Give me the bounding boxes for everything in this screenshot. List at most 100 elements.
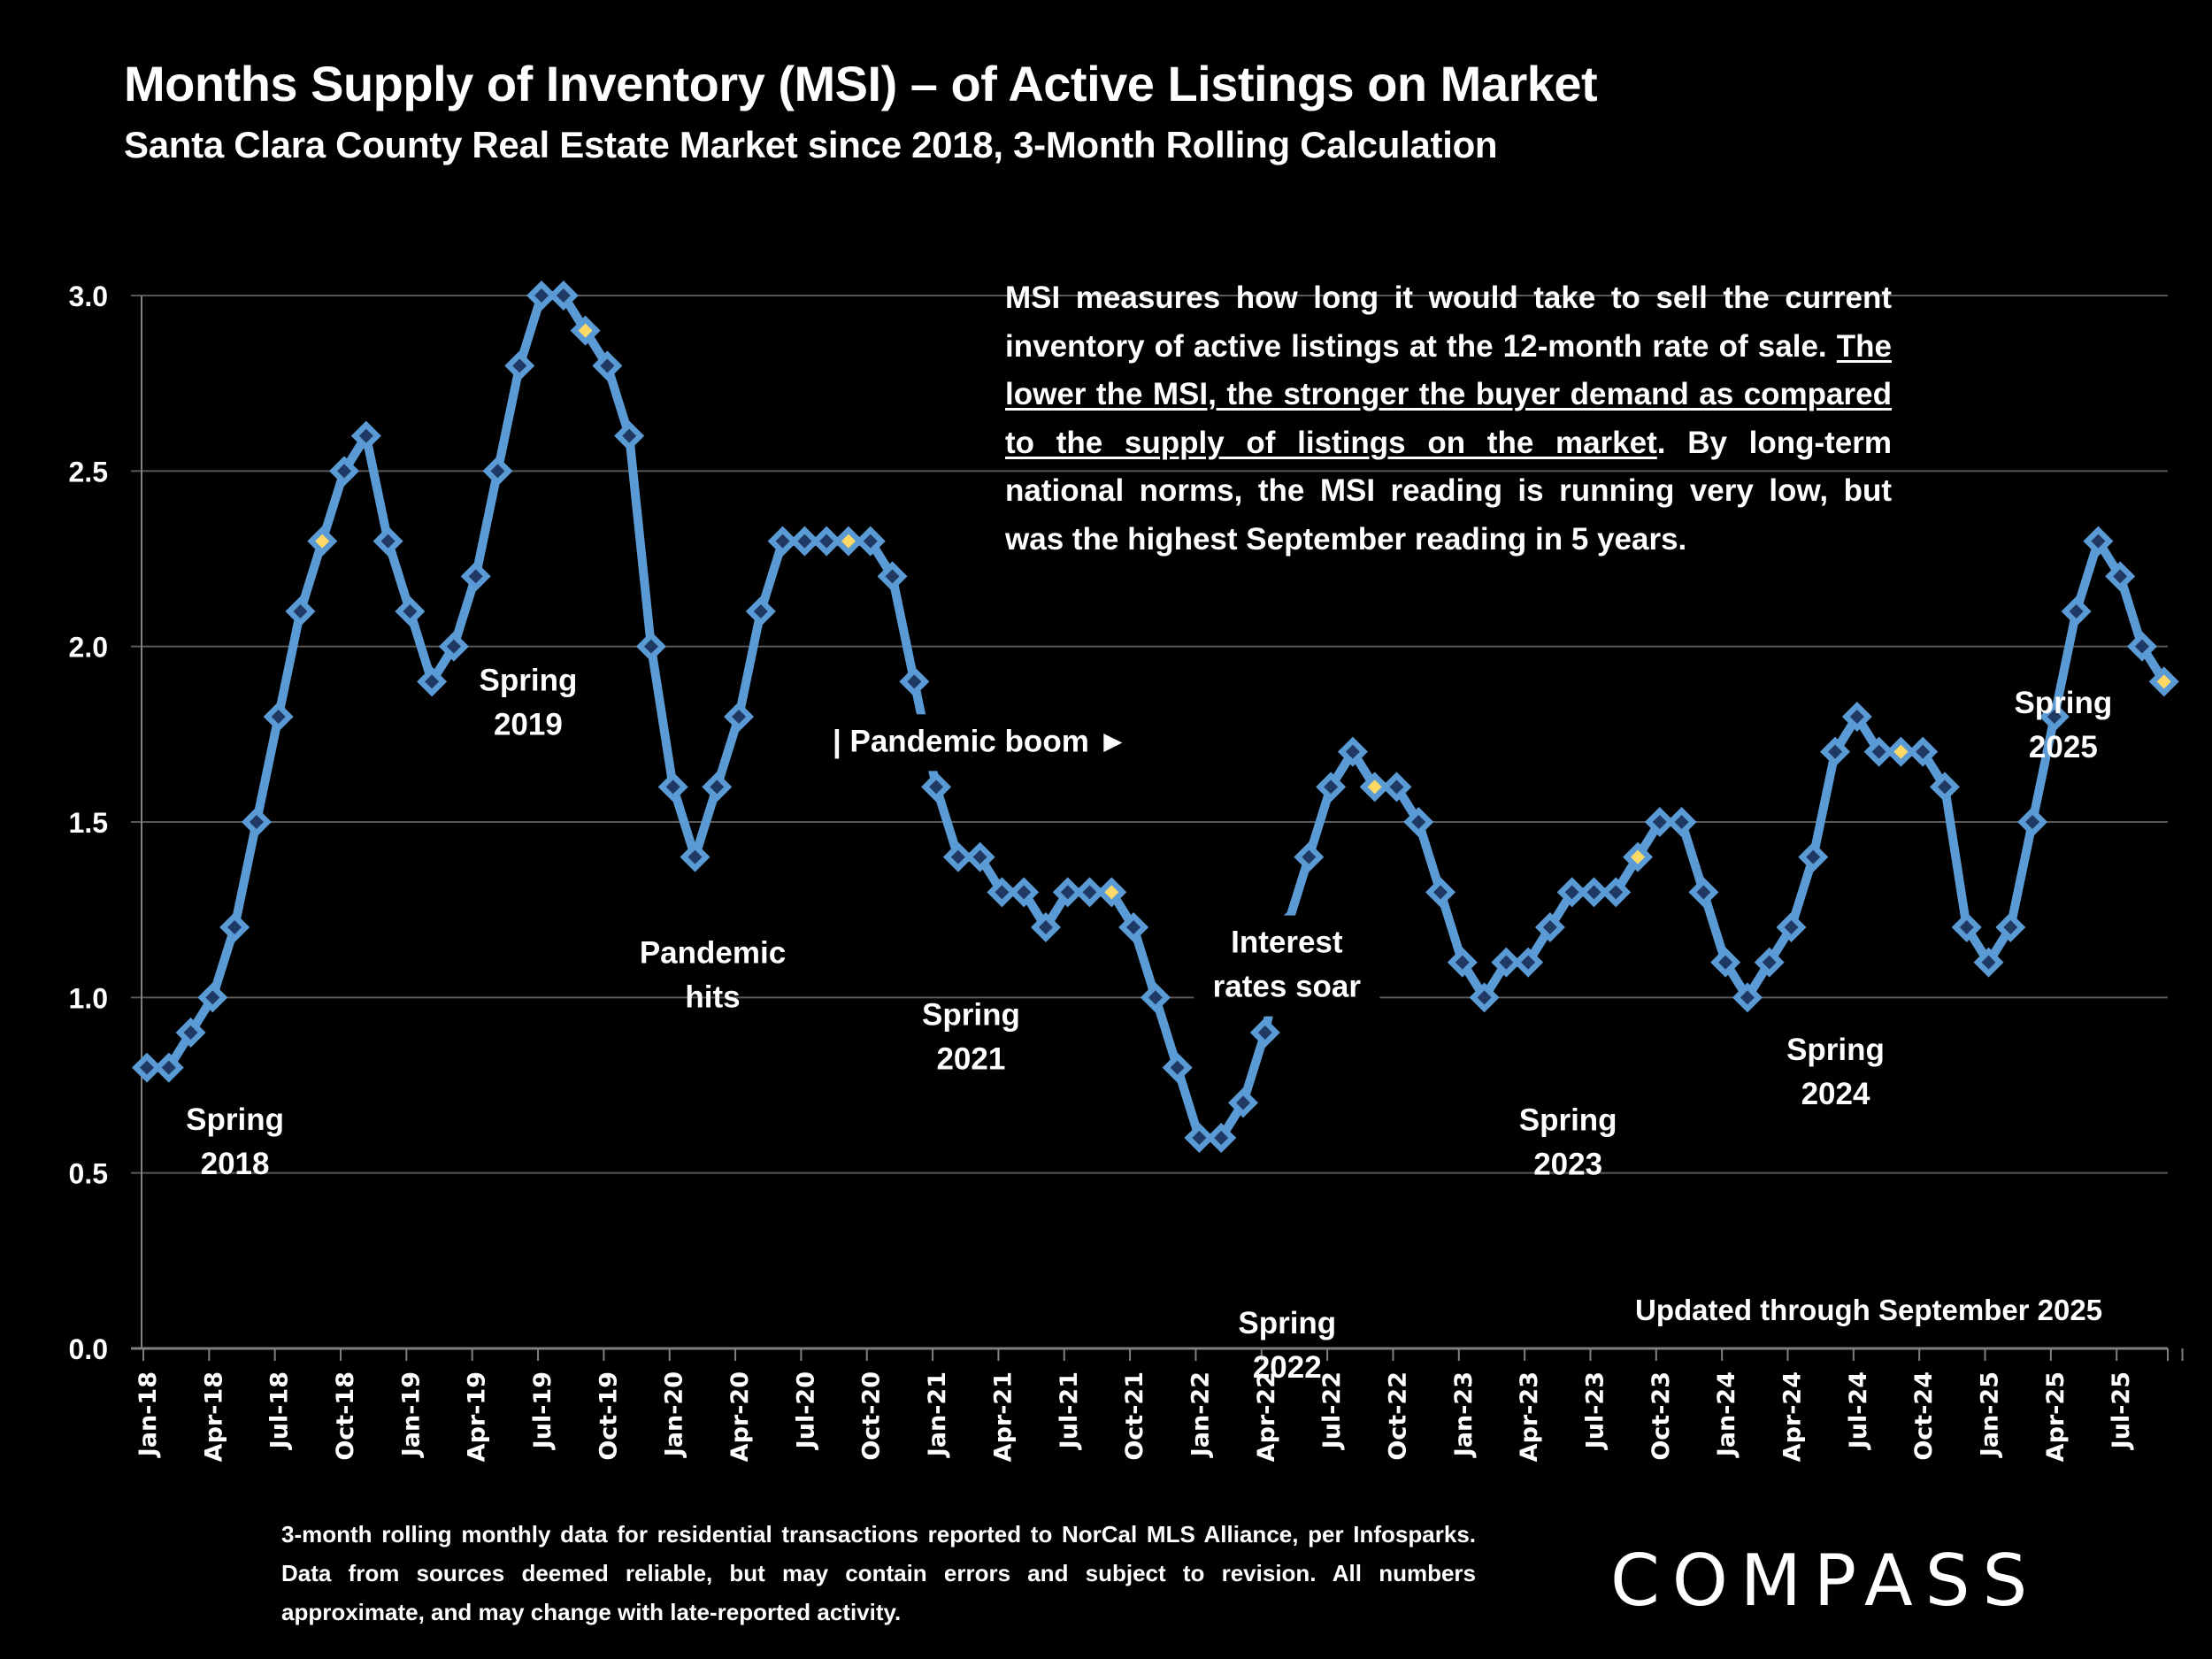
marker-fill [1455,955,1470,970]
data-point [1118,912,1149,942]
data-point [438,631,469,662]
data-point [1863,736,1894,767]
marker-fill [1937,780,1952,795]
data-point [899,666,930,697]
data-point [767,526,798,557]
marker-fill [1345,744,1360,759]
data-point [789,526,820,557]
annotation-label: Spring 2021 [922,997,1020,1076]
data-point [724,702,755,732]
annotation-label: Spring 2025 [2014,686,2112,764]
marker-fill [1871,744,1886,759]
marker-fill [1236,1095,1250,1110]
data-point [2105,561,2136,592]
data-point [1710,947,1741,978]
marker-fill [1916,744,1931,759]
data-point [1052,877,1083,908]
x-tick-label: Oct-18 [332,1371,359,1461]
data-point [1798,841,1829,872]
data-point [526,280,557,311]
data-point [964,841,995,872]
data-point [1578,877,1609,908]
note-text-underlined: The lower the MSI, the stronger the buye… [1005,328,1892,460]
marker-fill [1038,920,1053,934]
marker-fill [1324,780,1339,795]
x-tick-label: Oct-24 [1910,1371,1938,1461]
y-tick-label: 1.5 [69,807,108,839]
data-point-september [307,526,338,557]
marker-fill [468,569,483,584]
marker-fill [1828,744,1843,759]
marker-fill [425,674,440,689]
data-point [241,807,272,837]
data-point [1228,1087,1258,1118]
y-tick-label: 2.5 [69,456,108,488]
marker-fill [380,534,396,549]
marker-fill [1017,885,1032,900]
marker-fill [2025,815,2040,829]
x-tick-label: Jul-23 [1581,1371,1609,1450]
marker-fill [1652,815,1667,829]
marker-fill [183,1025,198,1040]
marker-fill [1126,920,1141,934]
marker-fill [1893,744,1909,759]
x-tick-label: Jul-24 [1845,1371,1872,1450]
updated-through-label: Updated through September 2025 [1635,1294,2103,1326]
data-point [350,420,381,451]
marker-fill [1082,885,1097,900]
marker-fill [1981,955,1996,970]
data-point [855,526,886,557]
annotation-text: rates soar [1213,970,1362,1004]
marker-fill [797,534,812,549]
x-tick-label: Apr-25 [2042,1371,2070,1462]
x-tick-label: Apr-19 [464,1371,491,1462]
marker-fill [907,674,922,689]
data-point [1644,807,1675,837]
marker-fill [950,849,965,864]
data-point [942,841,973,872]
marker-fill [1170,1060,1185,1075]
data-point [1601,877,1632,908]
x-tick-label: Oct-20 [858,1371,886,1461]
data-point [1666,807,1697,837]
marker-fill [161,1060,176,1075]
annotation-label: Spring 2023 [1519,1103,1617,1182]
y-tick-label: 1.0 [69,982,108,1014]
marker-fill [1631,849,1646,864]
chart-subtitle: Santa Clara County Real Estate Market si… [124,124,1498,165]
marker-fill [775,534,790,549]
marker-fill [2091,534,2106,549]
marker-fill [753,604,768,618]
data-point [1074,877,1105,908]
x-tick-label: Jan-23 [1450,1371,1478,1458]
marker-fill [687,849,703,864]
data-point [329,456,360,487]
x-tick-label: Jul-20 [792,1371,819,1450]
marker-fill [578,323,593,338]
data-point [1249,1018,1280,1048]
annotation-label: Spring 2022 [1238,1306,1336,1385]
data-point [482,456,513,487]
x-tick-label: Jul-25 [2108,1371,2135,1450]
marker-fill [1477,990,1492,1005]
marker-fill [2113,569,2128,584]
marker-fill [1959,920,1974,934]
data-point [1425,877,1456,908]
annotation-text: 2019 [494,708,563,742]
marker-fill [643,639,658,654]
data-point [657,772,688,803]
marker-fill [556,288,571,303]
data-point [395,596,426,626]
marker-fill [710,780,725,795]
data-point [811,526,842,557]
marker-fill [446,639,461,654]
marker-fill [1302,849,1317,864]
data-point [1534,912,1565,942]
x-tick-label: Jul-22 [1318,1371,1346,1450]
x-tick-label: Jan-19 [397,1371,425,1458]
x-tick-label: Jan-22 [1187,1371,1214,1458]
x-axis-tick-labels: Jan-18 Apr-18 Jul-18 Oct-18 Jan-19 Apr-19 Jul-… [134,1371,2135,1462]
marker-fill [1257,1025,1272,1040]
marker-fill [534,288,549,303]
